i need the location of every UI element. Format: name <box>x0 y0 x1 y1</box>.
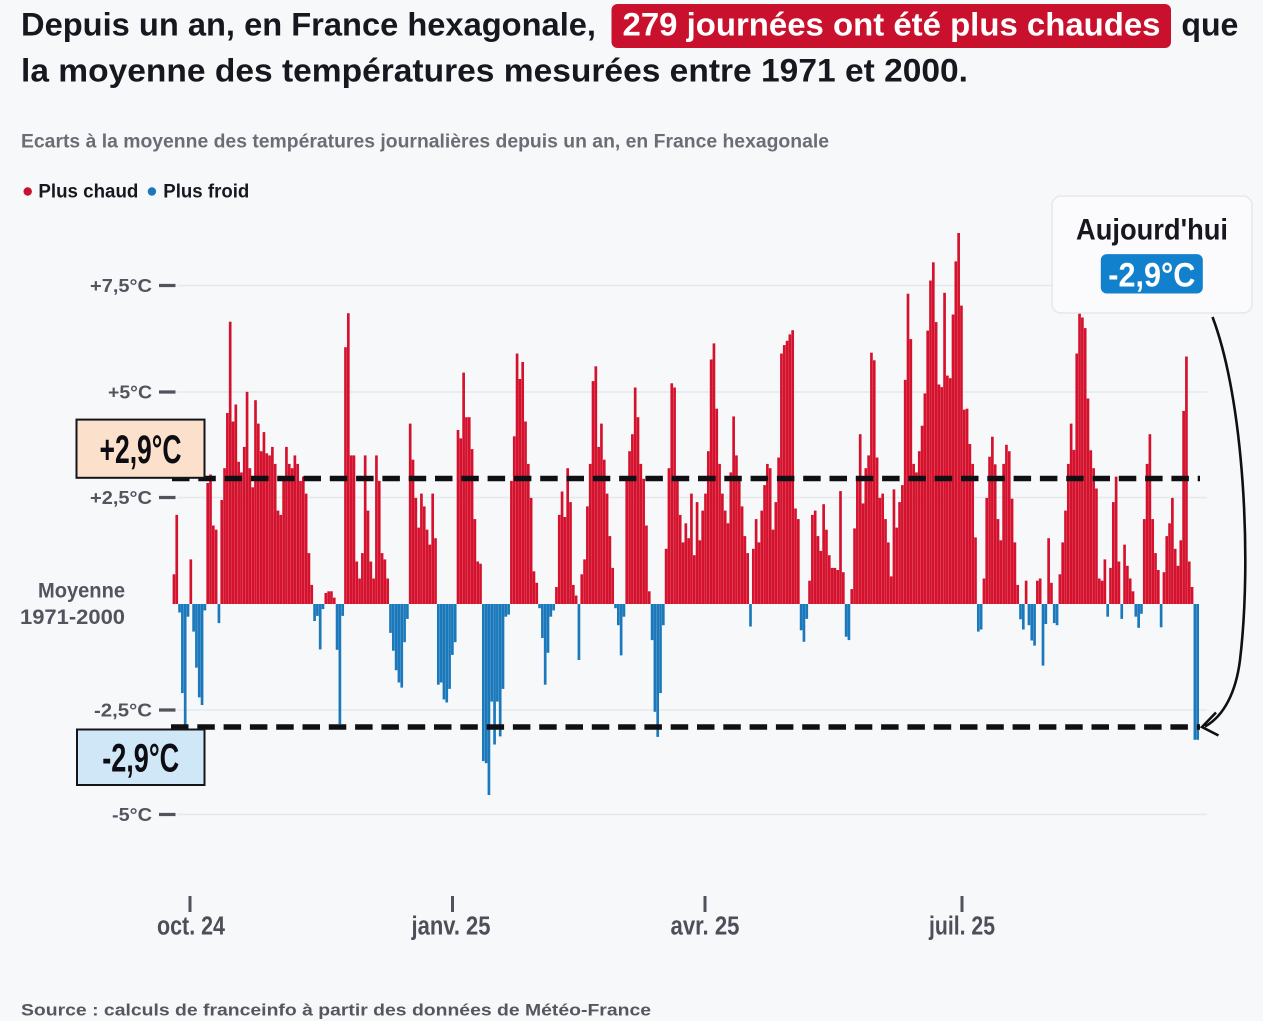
svg-text:+2,9°C: +2,9°C <box>100 428 182 472</box>
svg-text:Depuis un an, en France hexago: Depuis un an, en France hexagonale, <box>21 7 596 43</box>
svg-text:janv. 25: janv. 25 <box>411 912 491 940</box>
svg-text:+2,5°C: +2,5°C <box>90 488 152 508</box>
svg-text:Plus froid: Plus froid <box>163 181 249 203</box>
svg-text:la moyenne des températures me: la moyenne des températures mesurées ent… <box>21 53 968 89</box>
svg-text:-5°C: -5°C <box>112 805 152 825</box>
svg-text:que: que <box>1181 7 1238 43</box>
svg-text:Ecarts à la moyenne des tempér: Ecarts à la moyenne des températures jou… <box>21 132 829 153</box>
svg-text:Aujourd'hui: Aujourd'hui <box>1076 214 1228 247</box>
svg-text:-2,5°C: -2,5°C <box>94 701 152 721</box>
svg-text:Plus chaud: Plus chaud <box>38 181 138 203</box>
svg-text:Moyenne: Moyenne <box>38 579 125 603</box>
svg-text:oct. 24: oct. 24 <box>157 912 226 940</box>
svg-text:279 journées ont été plus chau: 279 journées ont été plus chaudes <box>623 7 1161 43</box>
svg-text:avr. 25: avr. 25 <box>671 912 740 940</box>
svg-text:+7,5°C: +7,5°C <box>90 276 152 296</box>
svg-text:juil. 25: juil. 25 <box>928 912 995 940</box>
svg-text:+5°C: +5°C <box>108 383 152 403</box>
svg-text:-2,9°C: -2,9°C <box>102 737 179 781</box>
svg-text:1971-2000: 1971-2000 <box>20 605 125 629</box>
svg-text:Source : calculs de franceinfo: Source : calculs de franceinfo à partir … <box>21 1002 651 1020</box>
svg-text:-2,9°C: -2,9°C <box>1108 257 1195 295</box>
